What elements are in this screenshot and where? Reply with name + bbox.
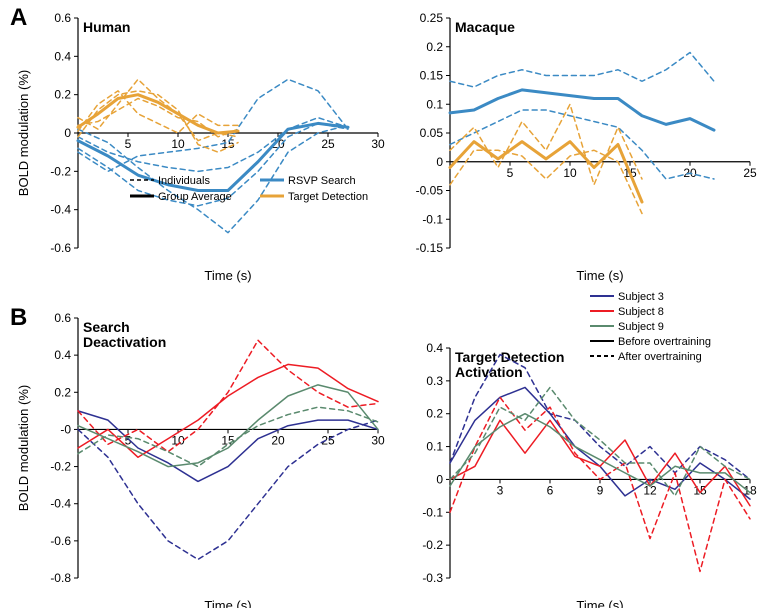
svg-text:Subject 8: Subject 8 xyxy=(618,306,664,318)
svg-text:After overtraining: After overtraining xyxy=(618,351,702,363)
svg-text:0.4: 0.4 xyxy=(54,348,71,362)
svg-text:-0.1: -0.1 xyxy=(422,505,443,519)
svg-text:0.1: 0.1 xyxy=(426,440,443,454)
svg-text:0.3: 0.3 xyxy=(426,374,443,388)
svg-text:-0.2: -0.2 xyxy=(50,164,71,178)
svg-text:0.2: 0.2 xyxy=(426,407,443,421)
svg-text:Target Detection: Target Detection xyxy=(455,349,564,365)
svg-text:Time (s): Time (s) xyxy=(204,598,251,608)
svg-text:10: 10 xyxy=(563,166,577,180)
svg-text:Macaque: Macaque xyxy=(455,19,515,35)
svg-text:0.15: 0.15 xyxy=(420,69,444,83)
panel-b-label: B xyxy=(10,304,27,332)
svg-text:Activation: Activation xyxy=(455,364,523,380)
svg-text:5: 5 xyxy=(125,137,132,151)
svg-text:0.4: 0.4 xyxy=(54,49,71,63)
svg-text:6: 6 xyxy=(547,483,554,497)
svg-text:0.2: 0.2 xyxy=(426,40,443,54)
svg-text:25: 25 xyxy=(743,166,757,180)
svg-text:-0.4: -0.4 xyxy=(50,203,71,217)
svg-text:-0.8: -0.8 xyxy=(50,571,71,585)
svg-text:Time (s): Time (s) xyxy=(204,268,251,283)
svg-text:0: 0 xyxy=(436,472,443,486)
svg-text:Subject 9: Subject 9 xyxy=(618,321,664,333)
svg-text:-0.6: -0.6 xyxy=(50,241,71,255)
svg-text:30: 30 xyxy=(371,433,385,447)
svg-text:0.6: 0.6 xyxy=(54,11,71,25)
svg-text:-0.3: -0.3 xyxy=(422,571,443,585)
panelB-left: -0.8-0.6-0.4-0.2-00.20.40.651015202530Ti… xyxy=(16,311,385,608)
svg-text:0: 0 xyxy=(436,155,443,169)
svg-text:20: 20 xyxy=(271,433,285,447)
svg-text:0.25: 0.25 xyxy=(420,11,444,25)
svg-text:-0: -0 xyxy=(60,422,71,436)
svg-text:Search: Search xyxy=(83,319,130,335)
svg-text:25: 25 xyxy=(321,137,335,151)
svg-text:Subject 3: Subject 3 xyxy=(618,291,664,303)
svg-text:BOLD modulation (%): BOLD modulation (%) xyxy=(16,70,31,196)
panelA-left: -0.6-0.4-0.200.20.40.651015202530Time (s… xyxy=(16,11,385,283)
svg-text:-0.4: -0.4 xyxy=(50,497,71,511)
label-text: B xyxy=(10,304,27,331)
svg-text:0.05: 0.05 xyxy=(420,126,444,140)
figure-canvas: -0.6-0.4-0.200.20.40.651015202530Time (s… xyxy=(0,0,780,608)
svg-text:0.4: 0.4 xyxy=(426,341,443,355)
svg-text:0.1: 0.1 xyxy=(426,97,443,111)
svg-text:0: 0 xyxy=(64,126,71,140)
svg-text:10: 10 xyxy=(171,137,185,151)
svg-text:-0.15: -0.15 xyxy=(416,241,444,255)
svg-text:Human: Human xyxy=(83,19,130,35)
svg-text:30: 30 xyxy=(371,137,385,151)
svg-text:-0.2: -0.2 xyxy=(50,460,71,474)
label-text: A xyxy=(10,4,27,31)
svg-text:25: 25 xyxy=(321,433,335,447)
svg-text:Deactivation: Deactivation xyxy=(83,334,166,350)
svg-text:0.6: 0.6 xyxy=(54,311,71,325)
panel-a-label: A xyxy=(10,4,27,32)
svg-text:9: 9 xyxy=(597,483,604,497)
panelB-right: -0.3-0.2-0.100.10.20.30.4369121518Time (… xyxy=(422,291,757,608)
svg-text:Time (s): Time (s) xyxy=(576,268,623,283)
svg-text:RSVP Search: RSVP Search xyxy=(288,175,356,187)
svg-text:3: 3 xyxy=(497,483,504,497)
svg-text:0.2: 0.2 xyxy=(54,88,71,102)
svg-text:5: 5 xyxy=(507,166,514,180)
svg-text:-0.6: -0.6 xyxy=(50,534,71,548)
svg-text:Before overtraining: Before overtraining xyxy=(618,336,711,348)
svg-text:-0.2: -0.2 xyxy=(422,538,443,552)
svg-text:-0.05: -0.05 xyxy=(416,184,444,198)
svg-text:Group Average: Group Average xyxy=(158,191,232,203)
panelA-right: -0.15-0.1-0.0500.050.10.150.20.255101520… xyxy=(416,11,757,283)
svg-text:Individuals: Individuals xyxy=(158,175,210,187)
svg-text:0.2: 0.2 xyxy=(54,385,71,399)
svg-text:BOLD modulation (%): BOLD modulation (%) xyxy=(16,385,31,511)
svg-text:-0.1: -0.1 xyxy=(422,212,443,226)
svg-text:Time (s): Time (s) xyxy=(576,598,623,608)
svg-text:Target Detection: Target Detection xyxy=(288,191,368,203)
